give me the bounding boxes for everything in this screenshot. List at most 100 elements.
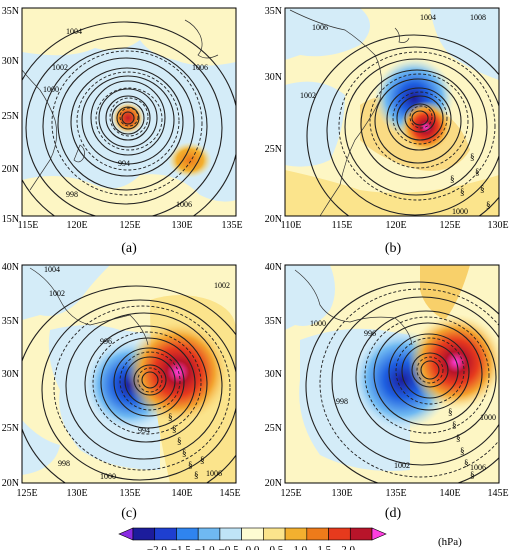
panel-d-contours [305, 281, 499, 483]
panel-c-lat-tick: 35N [2, 316, 19, 327]
colorbar-unit: (hPa) [438, 536, 462, 548]
colorbar-swatch [349, 527, 373, 541]
panel-c-dashed-contours [53, 305, 231, 471]
panel-b-contour-label: 1006 [312, 23, 328, 32]
panel-d: §§§ §§§ 125E 130E 135E 140E 145E 40N 35N… [265, 262, 509, 521]
svg-text:§: § [188, 460, 193, 470]
svg-text:§: § [460, 446, 465, 456]
panel-b-orange-south [285, 170, 499, 216]
panel-c-lon-tick: 135E [119, 488, 140, 499]
colorbar-tick-label: 0.0 [246, 544, 260, 550]
panel-a-coastline [22, 69, 57, 191]
panel-a-lat-tick: 25N [2, 111, 19, 122]
panel-c-symbols: §§§ §§§ § [168, 412, 205, 480]
panel-a-south-field [22, 174, 236, 216]
panel-d-label: (d) [385, 506, 402, 521]
colorbar-swatch [306, 527, 329, 541]
colorbar-tick-label: 0.5 [270, 544, 284, 550]
svg-text:§: § [470, 152, 475, 162]
panel-d-lon-tick: 135E [385, 488, 406, 499]
colorbar-swatch [176, 527, 199, 541]
panel-d-orange-north [420, 265, 470, 320]
panel-b-lon-tick: 110E [281, 220, 302, 231]
panel-a-lat-tick: 35N [2, 6, 19, 17]
panel-c-lat-tick: 40N [2, 262, 19, 273]
panel-a-lon-tick: 130E [171, 220, 192, 231]
panel-c-contour-label: 1004 [44, 265, 60, 274]
panel-c-contour-label: 1000 [100, 472, 116, 481]
panel-c-contour-label: 998 [58, 459, 70, 468]
panel-b-label: (b) [385, 241, 402, 256]
panel-a-label: (a) [121, 241, 137, 256]
panel-d-contour-label: 998 [336, 397, 348, 406]
panel-b-lat-tick: 30N [265, 72, 282, 83]
panel-a-lon-tick: 125E [119, 220, 140, 231]
colorbar-swatch [241, 527, 264, 541]
panel-a-frame [21, 7, 237, 217]
panel-d-lon-tick: 145E [487, 488, 508, 499]
svg-text:§: § [168, 412, 173, 422]
panel-d-lat-tick: 40N [265, 262, 282, 273]
panel-c-frame [21, 264, 237, 484]
panel-d-lat-tick: 20N [265, 478, 282, 489]
panel-a-contour-label: 1002 [52, 63, 68, 72]
panel-b-sea-northeast [430, 8, 499, 80]
panel-c-contour-label: 996 [100, 337, 112, 346]
panel-c-lon-tick: 140E [171, 488, 192, 499]
panel-b-contour-label: 1004 [420, 13, 436, 22]
svg-text:§: § [475, 167, 480, 177]
panel-a-anomaly-east [168, 142, 212, 178]
panel-b-contour-label: 1002 [300, 91, 316, 100]
panel-b: §§§ §§§ 110E 115E 120E 125E 130E 35N 30N… [265, 6, 509, 256]
svg-text:§: § [456, 433, 461, 443]
panel-b-sea-west [285, 81, 345, 167]
panel-b-dashed-contours [338, 51, 496, 201]
panel-d-contour-label: 1000 [480, 413, 496, 422]
svg-text:§: § [464, 458, 469, 468]
svg-text:§: § [194, 470, 199, 480]
panel-d-symbols: §§§ §§§ [448, 407, 475, 480]
panel-b-contour-label: 1000 [452, 207, 468, 216]
panel-a-contour-label: 1006 [192, 63, 208, 72]
colorbar-swatch [219, 527, 242, 541]
panel-d-sea-north [285, 265, 335, 330]
svg-text:§: § [486, 200, 491, 210]
panel-c-lon-tick: 145E [219, 488, 240, 499]
panel-d-lon-tick: 130E [331, 488, 352, 499]
svg-text:§: § [177, 436, 182, 446]
panel-b-sea-northwest [285, 8, 370, 60]
panel-d-lon-tick: 125E [280, 488, 301, 499]
panel-c-positive-anomaly [126, 320, 230, 424]
panel-a-lon-tick: 135E [221, 220, 242, 231]
panel-b-lon-tick: 120E [385, 220, 406, 231]
colorbar-swatch [263, 527, 286, 541]
panel-d-contour-label: 1002 [394, 461, 410, 470]
colorbar-tick-label: 1.0 [293, 544, 307, 550]
panel-a-north-field [22, 8, 236, 66]
colorbar-swatch [154, 527, 177, 541]
panel-b-korea [394, 27, 410, 43]
panel-d-lat-tick: 35N [265, 316, 282, 327]
panel-d-coastline [294, 269, 413, 346]
panel-c-lat-tick: 25N [2, 423, 19, 434]
panel-c-contours [22, 285, 236, 483]
panel-b-contours [306, 34, 499, 216]
panel-b-contour-label: 1008 [470, 13, 486, 22]
colorbar-swatch [371, 527, 387, 541]
panel-d-dashed-contours [319, 288, 499, 478]
panel-a-lat-tick: 30N [2, 56, 19, 67]
panel-d-contour-label: 1006 [470, 463, 486, 472]
panel-c-contour-label: 1002 [49, 289, 65, 298]
panel-a-dashed-contours [51, 50, 203, 196]
panel-c-lon-tick: 130E [66, 488, 87, 499]
panel-b-lon-tick: 125E [439, 220, 460, 231]
panel-c-sea-southwest [22, 420, 60, 475]
panel-b-frame [284, 7, 500, 217]
panel-a: 115E 120E 125E 130E 135E 35N 30N 25N 20N… [2, 6, 243, 256]
panel-c-contour-label: 994 [138, 426, 150, 435]
svg-text:§: § [460, 187, 465, 197]
panel-d-contour-label: 996 [364, 329, 376, 338]
colorbar-tick-label: −1.0 [195, 544, 215, 550]
panel-a-contour-label: 998 [66, 190, 78, 199]
